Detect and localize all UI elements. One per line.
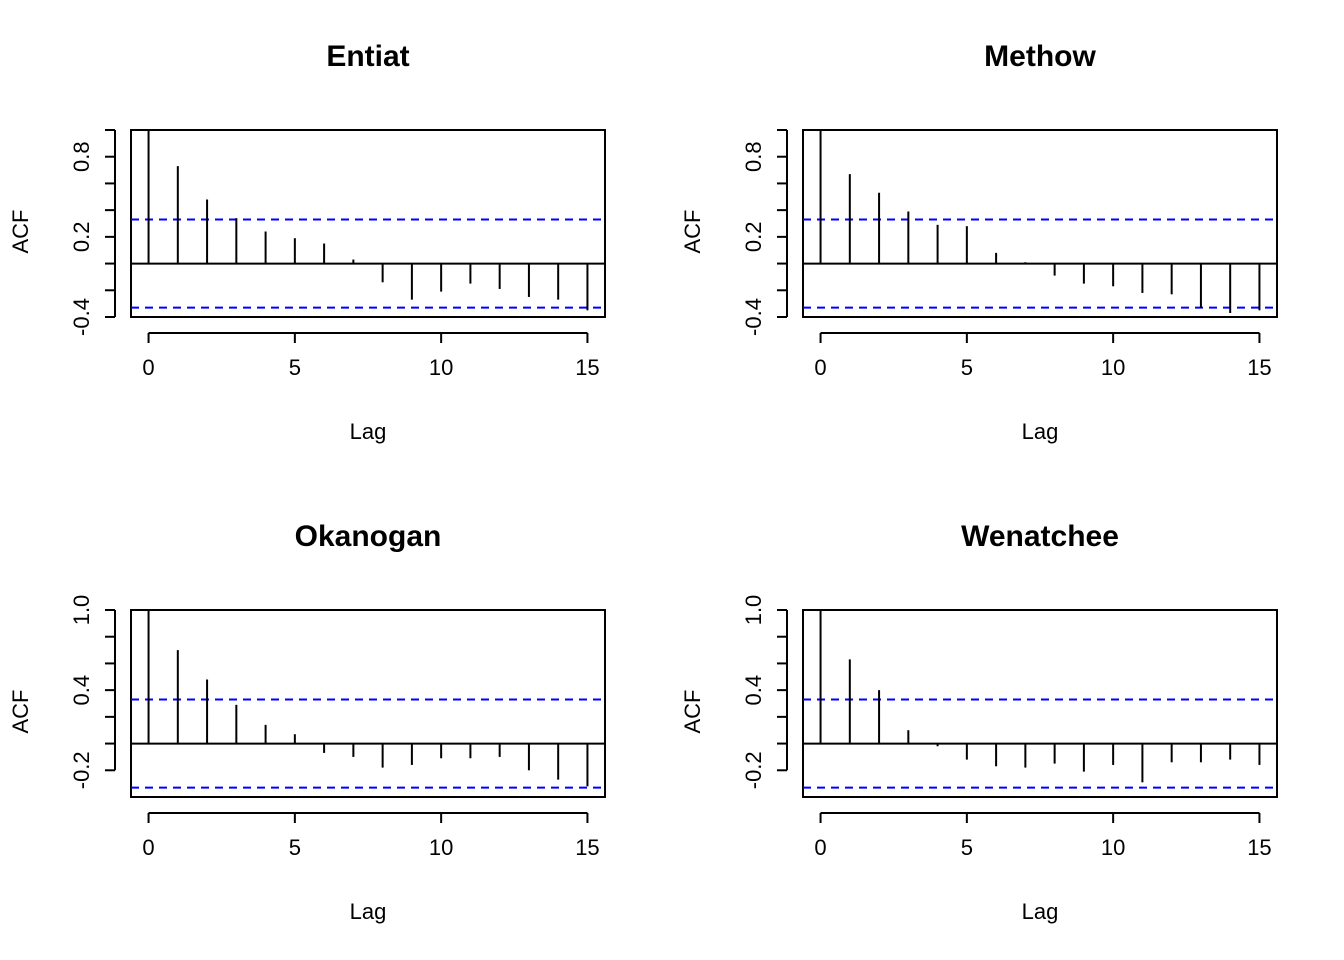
y-tick-label: 1.0 <box>741 595 766 626</box>
panel-title: Methow <box>984 40 1096 73</box>
acf-panel-wenatchee: Wenatchee 0 5 10 15 Lag -0.2 0.4 1.0 ACF <box>680 520 1278 924</box>
y-tick-label: -0.4 <box>741 298 766 336</box>
x-axis-label: Lag <box>350 419 387 444</box>
x-tick-label: 10 <box>1101 355 1125 380</box>
y-tick-label: 0.2 <box>69 222 94 253</box>
y-tick-label: -0.2 <box>69 751 94 789</box>
plot-frame <box>130 609 606 798</box>
panel-title: Entiat <box>326 40 409 73</box>
x-tick-label: 5 <box>289 355 301 380</box>
panel-title: Okanogan <box>295 520 442 553</box>
x-tick-label: 15 <box>1247 835 1271 860</box>
x-tick-label: 15 <box>575 355 599 380</box>
y-tick-label: 0.2 <box>741 222 766 253</box>
y-axis-label: ACF <box>8 690 33 734</box>
x-tick-label: 15 <box>1247 355 1271 380</box>
x-tick-label: 10 <box>429 835 453 860</box>
y-tick-label: 0.8 <box>69 141 94 172</box>
x-tick-label: 5 <box>289 835 301 860</box>
y-axis-label: ACF <box>680 210 705 254</box>
acf-panel-entiat: Entiat 0 5 10 15 Lag -0.4 0.2 0.8 ACF <box>8 40 606 444</box>
x-axis-label: Lag <box>1022 899 1059 924</box>
y-tick-label: 0.4 <box>69 675 94 706</box>
x-tick-label: 10 <box>429 355 453 380</box>
y-tick-label: -0.2 <box>741 751 766 789</box>
y-axis-label: ACF <box>680 690 705 734</box>
x-axis-label: Lag <box>350 899 387 924</box>
x-tick-label: 5 <box>961 835 973 860</box>
plot-frame <box>802 609 1278 798</box>
x-tick-label: 15 <box>575 835 599 860</box>
y-tick-label: 0.8 <box>741 141 766 172</box>
y-tick-label: 0.4 <box>741 675 766 706</box>
y-tick-label: 1.0 <box>69 595 94 626</box>
acf-panel-methow: Methow 0 5 10 15 Lag -0.4 0.2 0.8 ACF <box>680 40 1278 444</box>
panel-title: Wenatchee <box>961 520 1119 553</box>
y-tick-label: -0.4 <box>69 298 94 336</box>
x-tick-label: 10 <box>1101 835 1125 860</box>
x-axis-label: Lag <box>1022 419 1059 444</box>
plot-frame <box>130 129 606 318</box>
plot-frame <box>802 129 1278 318</box>
x-tick-label: 5 <box>961 355 973 380</box>
x-tick-label: 0 <box>142 355 154 380</box>
x-tick-label: 0 <box>814 835 826 860</box>
acf-panel-okanogan: Okanogan 0 5 10 15 Lag -0.2 0.4 1.0 ACF <box>8 520 606 924</box>
x-tick-label: 0 <box>814 355 826 380</box>
x-tick-label: 0 <box>142 835 154 860</box>
y-axis-label: ACF <box>8 210 33 254</box>
